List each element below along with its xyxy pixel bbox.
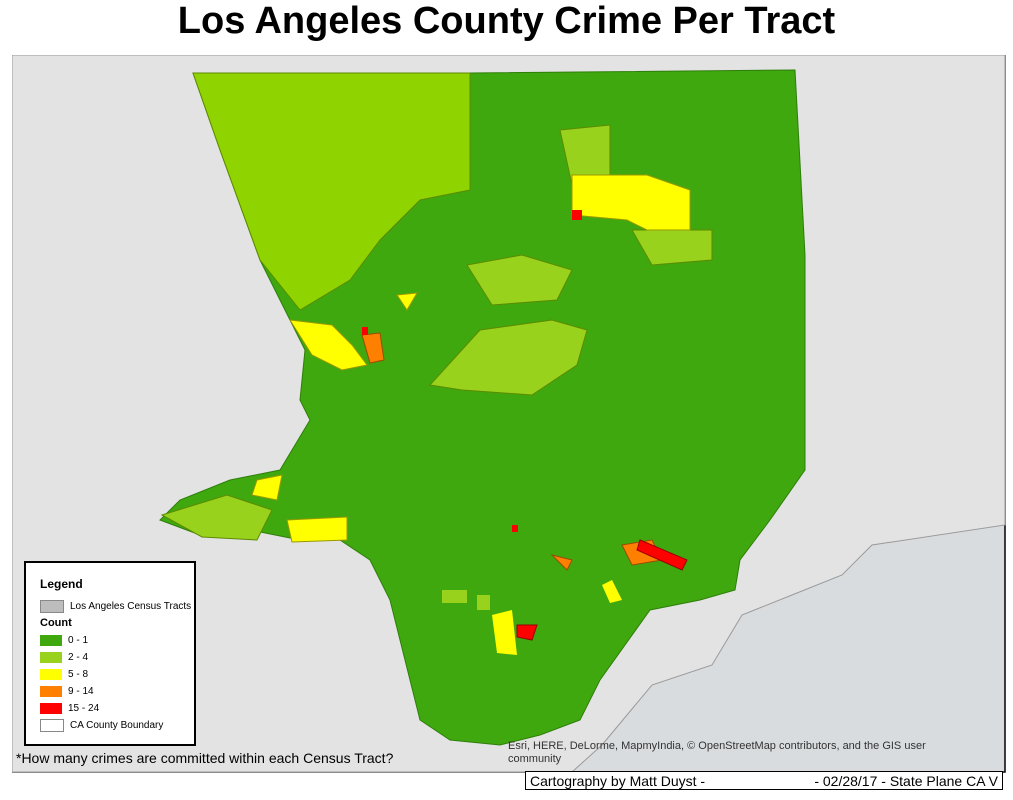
legend-label: 2 - 4: [68, 652, 89, 663]
legend-title: Legend: [40, 577, 83, 591]
swatch: [40, 686, 62, 697]
map-title: Los Angeles County Crime Per Tract: [177, 0, 836, 42]
legend-layer: CA County Boundary: [40, 719, 163, 732]
swatch: [40, 669, 62, 680]
attribution: Esri, HERE, DeLorme, MapmyIndia, © OpenS…: [508, 740, 926, 765]
legend-item: 9 - 14: [40, 686, 94, 697]
legend-count-title: Count: [40, 617, 72, 629]
legend: Legend Los Angeles Census Tracts Count 0…: [24, 561, 196, 746]
legend-item: 5 - 8: [40, 669, 88, 680]
credit-text: Cartography by Matt Duyst -: [530, 772, 706, 789]
legend-label: 15 - 24: [68, 703, 100, 714]
legend-label: 5 - 8: [68, 669, 89, 680]
legend-item: 15 - 24: [40, 703, 99, 714]
swatch: [40, 600, 64, 613]
footnote: *How many crimes are committed within ea…: [16, 750, 394, 766]
swatch: [40, 719, 64, 732]
legend-item: 0 - 1: [40, 635, 88, 646]
map: [12, 55, 1006, 773]
legend-label: 9 - 14: [68, 686, 94, 697]
swatch: [40, 652, 62, 663]
swatch: [40, 703, 62, 714]
legend-layer: Los Angeles Census Tracts: [40, 600, 191, 613]
legend-item: 2 - 4: [40, 652, 88, 663]
credit: Cartography by Matt Duyst - - 02/28/17 -…: [525, 771, 1003, 790]
legend-label: CA County Boundary: [70, 720, 164, 731]
legend-label: Los Angeles Census Tracts: [70, 601, 192, 612]
legend-label: 0 - 1: [68, 635, 89, 646]
swatch: [40, 635, 62, 646]
credit-text: - 02/28/17 - State Plane CA V: [814, 772, 998, 789]
